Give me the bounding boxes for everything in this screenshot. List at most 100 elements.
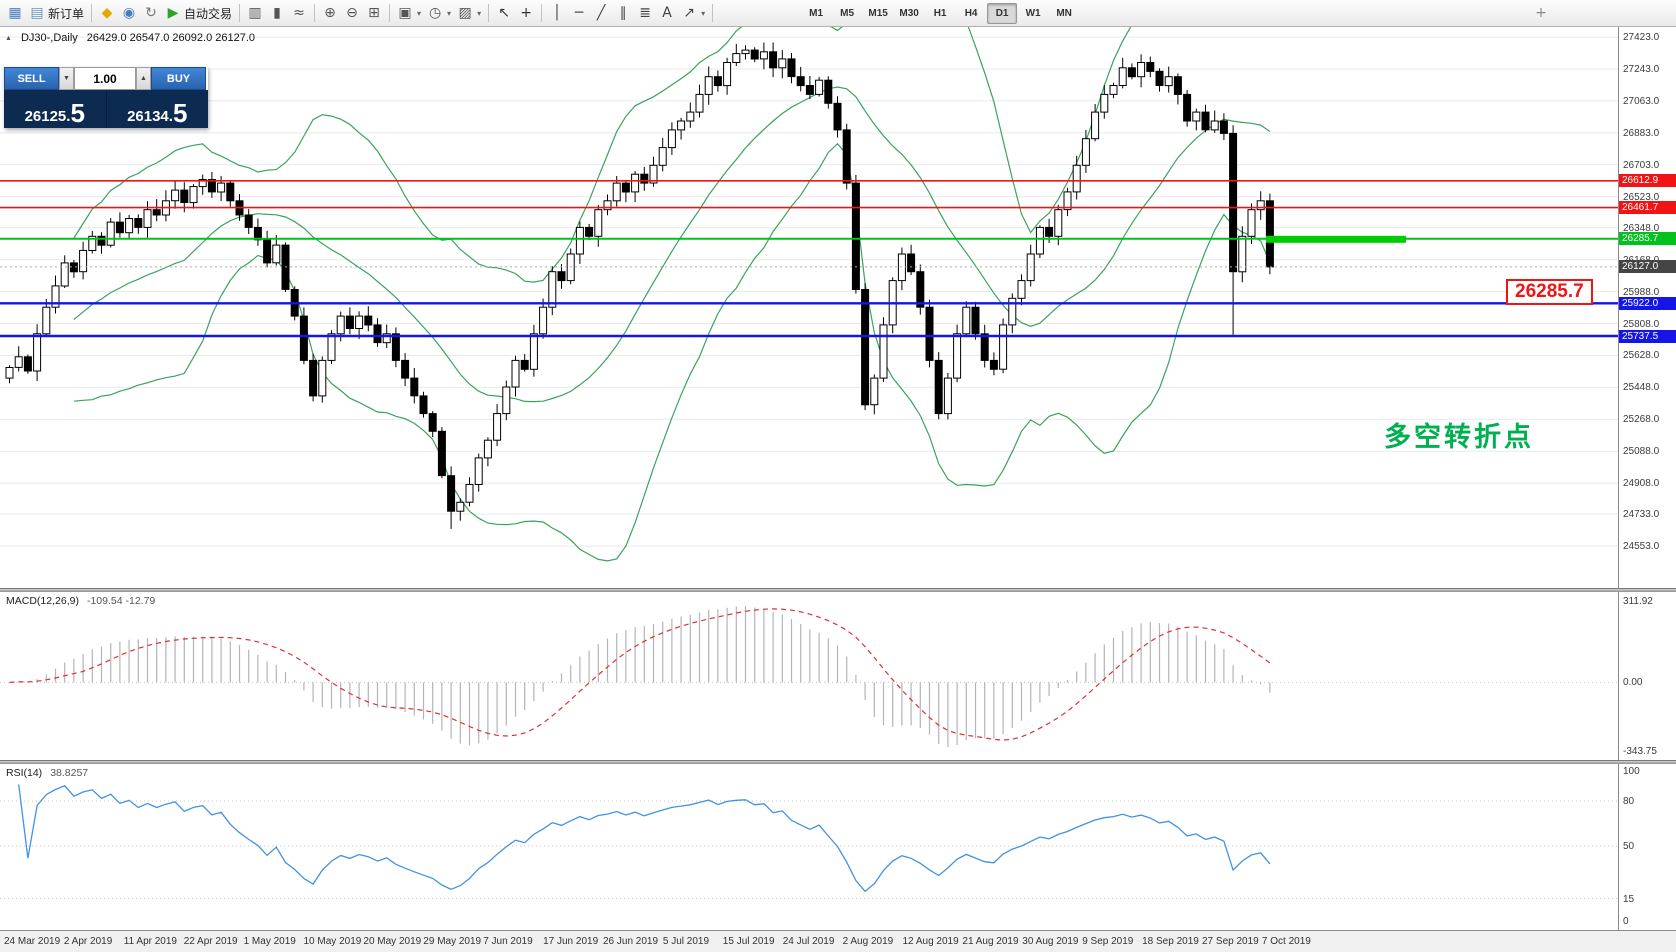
trendline-icon[interactable]: ╱ xyxy=(590,2,612,24)
tile-windows-icon[interactable]: ⊞ xyxy=(363,2,385,24)
buy-button[interactable]: BUY xyxy=(151,67,206,90)
volume-decrease-button[interactable]: ▼ xyxy=(59,67,74,90)
ask-price[interactable]: 26134. 5 xyxy=(105,90,209,128)
add-icon: + xyxy=(1535,5,1547,21)
refresh-icon: ↻ xyxy=(145,5,157,21)
candlestick-chart[interactable] xyxy=(0,0,1618,593)
timeframe-toolbar: M1 M5 M15 M30 H1 H4 D1 W1 MN xyxy=(801,2,1079,24)
toolbar-separator xyxy=(488,4,490,22)
profiles-icon[interactable]: ◆ xyxy=(96,2,118,24)
toolbar-separator xyxy=(541,4,543,22)
refresh-icon[interactable]: ↻ xyxy=(140,2,162,24)
add-icon[interactable]: + xyxy=(1530,2,1552,24)
timeframe-h4[interactable]: H4 xyxy=(964,7,978,19)
price-axis-label: 24908.0 xyxy=(1623,478,1660,490)
text-icon: A xyxy=(662,5,672,21)
period-icon: ◷ xyxy=(428,5,442,21)
dropdown-caret-icon: ▾ xyxy=(477,8,482,18)
rsi-axis-label: 0 xyxy=(1623,916,1629,927)
toolbar-separator xyxy=(91,4,93,22)
price-axis[interactable]: 27423.0 27243.0 27063.0 26883.0 26703.0 26523… xyxy=(1618,27,1676,588)
cursor-icon[interactable]: ↖ xyxy=(493,2,515,24)
timeframe-mn[interactable]: MN xyxy=(1056,7,1072,19)
zoom-in-icon[interactable]: ⊕ xyxy=(319,2,341,24)
text-icon[interactable]: A xyxy=(656,2,678,24)
timeframe-w1[interactable]: W1 xyxy=(1025,7,1041,19)
chart-window-icon[interactable]: ▦ xyxy=(4,2,26,24)
bid-price[interactable]: 26125. 5 xyxy=(4,90,106,128)
price-axis-label: 25808.0 xyxy=(1623,318,1660,330)
trade-prices-row: 26125. 5 26134. 5 xyxy=(4,90,208,128)
horizontal-line-icon[interactable]: ─ xyxy=(568,2,590,24)
price-axis-label: 25628.0 xyxy=(1623,350,1660,362)
period-icon[interactable]: ◷ ▾ xyxy=(424,2,454,24)
dropdown-caret-icon: ▾ xyxy=(447,8,452,18)
sell-button[interactable]: SELL xyxy=(4,67,59,90)
panel-resize-handle[interactable] xyxy=(0,588,1676,592)
channel-icon[interactable]: ∥ xyxy=(612,2,634,24)
market-watch-icon[interactable]: ◉ xyxy=(118,2,140,24)
date-axis-label: 12 Aug 2019 xyxy=(902,936,959,947)
rsi-axis[interactable]: 100 80 50 15 0 xyxy=(1618,764,1676,930)
date-axis-label: 2 Apr 2019 xyxy=(63,936,113,947)
symbol-period-label: DJ30-,Daily xyxy=(20,32,78,44)
trade-controls-row: SELL ▼ ▲ BUY xyxy=(4,67,208,90)
zoom-out-icon: ⊖ xyxy=(346,5,358,21)
date-axis-label: 18 Sep 2019 xyxy=(1142,936,1199,947)
date-axis-label: 1 May 2019 xyxy=(243,936,296,947)
new-chart-icon: ▣ xyxy=(398,5,412,21)
volume-input[interactable] xyxy=(74,67,136,90)
new-order-button[interactable]: ▤ 新订单 xyxy=(26,2,87,24)
cursor-icon: ↖ xyxy=(498,5,510,21)
macd-axis[interactable]: 311.92 0.00 -343.75 xyxy=(1618,592,1676,760)
profiles-icon: ◆ xyxy=(101,5,113,21)
date-axis-label: 9 Sep 2019 xyxy=(1082,936,1134,947)
timeframe-h1[interactable]: H1 xyxy=(933,7,947,19)
price-axis-tag: 26285.7 xyxy=(1619,232,1676,246)
rsi-panel[interactable]: RSI(14) 38.8257 100 80 50 15 0 xyxy=(0,764,1676,930)
autotrading-button[interactable]: ▶ 自动交易 xyxy=(162,2,235,24)
rsi-label: RSI(14) 38.8257 xyxy=(6,767,88,779)
date-axis-label: 22 Apr 2019 xyxy=(183,936,238,947)
macd-values: -109.54 -12.79 xyxy=(86,595,156,607)
macd-axis-label: 311.92 xyxy=(1623,596,1653,607)
macd-panel[interactable]: MACD(12,26,9) -109.54 -12.79 311.92 0.00 -… xyxy=(0,592,1676,760)
dropdown-caret-icon: ▾ xyxy=(701,8,706,18)
panel-resize-handle[interactable] xyxy=(0,760,1676,764)
date-axis-label: 17 Jun 2019 xyxy=(543,936,599,947)
bid-price-base: 26125. xyxy=(24,108,71,125)
new-chart-icon[interactable]: ▣ ▾ xyxy=(394,2,424,24)
crosshair-icon[interactable]: + xyxy=(515,2,537,24)
date-axis-label: 7 Jun 2019 xyxy=(483,936,533,947)
fibonacci-icon[interactable]: ≣ xyxy=(634,2,656,24)
zoom-out-icon[interactable]: ⊖ xyxy=(341,2,363,24)
price-axis-label: 27243.0 xyxy=(1623,64,1660,76)
macd-chart[interactable] xyxy=(0,592,1618,765)
timeframe-m15[interactable]: M15 xyxy=(868,7,888,19)
bar-chart-icon[interactable]: ▥ xyxy=(244,2,266,24)
arrows-icon[interactable]: ↗ ▾ xyxy=(678,2,708,24)
template-icon: ▨ xyxy=(458,5,472,21)
price-axis-tag: 26127.0 xyxy=(1619,260,1676,274)
timeframe-m1[interactable]: M1 xyxy=(809,7,824,19)
macd-name: MACD(12,26,9) xyxy=(6,595,79,607)
vertical-line-icon[interactable]: │ xyxy=(546,2,568,24)
chart-window-icon: ▦ xyxy=(8,5,22,21)
rsi-chart[interactable] xyxy=(0,764,1618,935)
timeframe-m30[interactable]: M30 xyxy=(899,7,919,19)
bull-bear-turning-point-label: 多空转折点 xyxy=(1384,422,1534,452)
timeframe-m5[interactable]: M5 xyxy=(840,7,855,19)
volume-increase-button[interactable]: ▲ xyxy=(136,67,151,90)
candlestick-chart-icon[interactable]: ▮ xyxy=(266,2,288,24)
line-chart-icon[interactable]: ≈ xyxy=(288,2,310,24)
price-axis-label: 24553.0 xyxy=(1623,541,1660,553)
timeframe-d1[interactable]: D1 xyxy=(987,2,1018,24)
rsi-axis-label: 80 xyxy=(1623,796,1635,807)
template-icon[interactable]: ▨ ▾ xyxy=(454,2,484,24)
time-axis[interactable]: 24 Mar 2019 2 Apr 2019 11 Apr 2019 22 Apr 2… xyxy=(0,930,1676,952)
date-axis-label: 11 Apr 2019 xyxy=(123,936,177,947)
main-chart-panel[interactable]: ▲ DJ30-,Daily 26429.0 26547.0 26092.0 26… xyxy=(0,0,1676,588)
chart-header: ▲ DJ30-,Daily 26429.0 26547.0 26092.0 26… xyxy=(5,32,255,44)
price-axis-tag: 26461.7 xyxy=(1619,201,1676,215)
price-axis-label: 26168.0 xyxy=(1623,255,1659,266)
